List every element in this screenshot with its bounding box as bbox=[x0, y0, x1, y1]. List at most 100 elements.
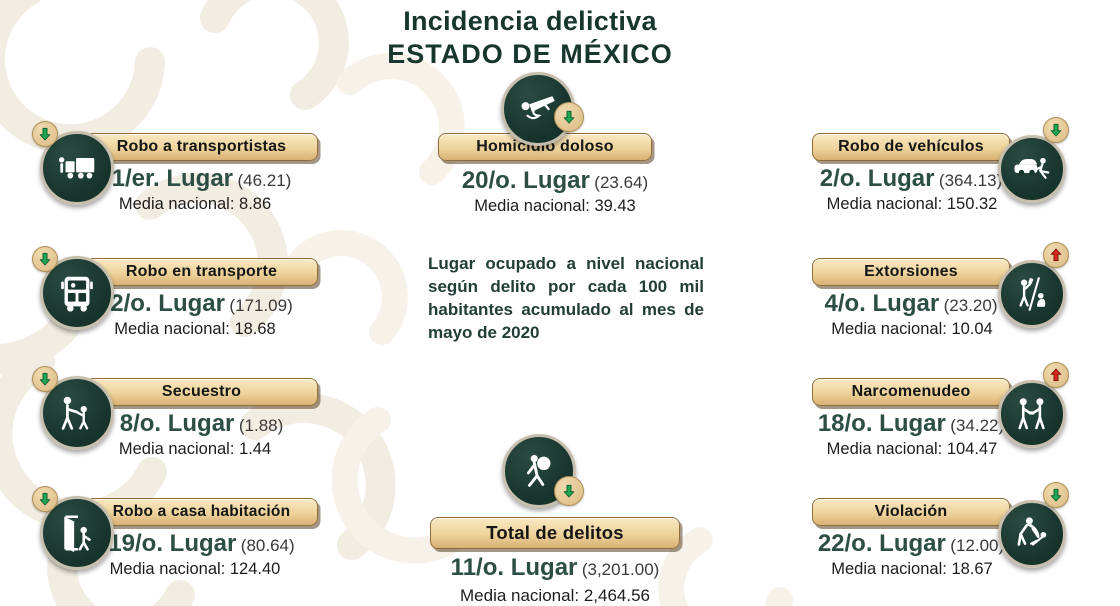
rank-line: 22/o. Lugar (12.00) bbox=[810, 530, 1012, 558]
media-value: 2,464.56 bbox=[583, 586, 650, 605]
crime-title: Narcomenudeo bbox=[851, 383, 971, 400]
media-label: Media nacional: bbox=[118, 195, 235, 213]
card-homicidio-doloso: Homicidio doloso 20/o. Lugar (23.64) Med… bbox=[415, 70, 695, 220]
trend-down-arrow-icon bbox=[1043, 482, 1069, 508]
extortion-icon bbox=[998, 260, 1066, 328]
rank-value: (23.20) bbox=[943, 296, 998, 315]
drug-dealing-icon bbox=[998, 380, 1066, 448]
rank-line: 2/o. Lugar (364.13) bbox=[810, 165, 1012, 193]
crime-banner: Extorsiones bbox=[812, 258, 1010, 286]
rank-value: (1.88) bbox=[238, 416, 284, 435]
trend-down-arrow-icon bbox=[554, 476, 584, 506]
card-violacion: Violación 22/o. Lugar (12.00) Media naci… bbox=[810, 482, 1100, 590]
card-robo-a-casa-habitacion: Robo a casa habitación 19/o. Lugar (80.6… bbox=[30, 486, 320, 590]
note-text: Lugar ocupado a nivel nacional según del… bbox=[428, 254, 704, 342]
rank-text: 2/o. Lugar bbox=[110, 290, 225, 317]
media-line: Media nacional: 150.32 bbox=[806, 195, 1018, 214]
crime-title: Robo a casa habitación bbox=[112, 503, 291, 520]
rank-text: 20/o. Lugar bbox=[461, 167, 590, 194]
media-label: Media nacional: bbox=[474, 197, 590, 215]
media-line: Media nacional: 8.86 bbox=[70, 195, 320, 214]
media-label: Media nacional: bbox=[826, 440, 943, 458]
trend-down-arrow-icon bbox=[32, 121, 58, 147]
media-label: Media nacional: bbox=[114, 320, 230, 338]
card-robo-a-transportistas: Robo a transportistas 1/er. Lugar (46.21… bbox=[30, 121, 320, 225]
rank-line: 19/o. Lugar (80.64) bbox=[85, 530, 318, 558]
card-total-de-delitos: Total de delitos 11/o. Lugar (3,201.00) … bbox=[415, 434, 695, 606]
rank-line: 20/o. Lugar (23.64) bbox=[415, 167, 695, 195]
rank-value: (364.13) bbox=[938, 171, 1003, 190]
rank-line: 2/o. Lugar (171.09) bbox=[85, 290, 318, 318]
card-narcomenudeo: Narcomenudeo 18/o. Lugar (34.22) Media n… bbox=[810, 362, 1100, 470]
crime-banner: Total de delitos bbox=[430, 517, 680, 549]
rank-line: 11/o. Lugar (3,201.00) bbox=[415, 554, 695, 582]
trend-down-arrow-icon bbox=[32, 246, 58, 272]
trend-down-arrow-icon bbox=[1043, 117, 1069, 143]
media-label: Media nacional: bbox=[831, 560, 947, 578]
crime-banner: Secuestro bbox=[85, 378, 318, 406]
crime-banner: Robo a transportistas bbox=[85, 133, 318, 161]
media-value: 18.67 bbox=[951, 560, 993, 578]
media-value: 150.32 bbox=[946, 195, 998, 213]
media-line: Media nacional: 18.67 bbox=[806, 560, 1018, 579]
page-title: Incidencia delictiva ESTADO DE MÉXICO bbox=[300, 6, 760, 70]
rank-line: 4/o. Lugar (23.20) bbox=[810, 290, 1012, 318]
media-line: Media nacional: 2,464.56 bbox=[415, 586, 695, 606]
rank-text: 8/o. Lugar bbox=[119, 410, 235, 437]
rank-line: 18/o. Lugar (34.22) bbox=[810, 410, 1012, 438]
card-extorsiones: Extorsiones 4/o. Lugar (23.20) Media nac… bbox=[810, 242, 1100, 350]
rank-value: (34.22) bbox=[950, 416, 1005, 435]
card-secuestro: Secuestro 8/o. Lugar (1.88) Media nacion… bbox=[30, 366, 320, 470]
media-value: 39.43 bbox=[594, 197, 636, 215]
rank-text: 2/o. Lugar bbox=[819, 165, 935, 192]
rank-text: 4/o. Lugar bbox=[824, 290, 940, 317]
title-line-2: ESTADO DE MÉXICO bbox=[387, 39, 673, 69]
crime-title: Robo de vehículos bbox=[838, 138, 984, 155]
rank-text: 1/er. Lugar bbox=[111, 165, 234, 192]
media-line: Media nacional: 10.04 bbox=[806, 320, 1018, 339]
crime-title: Extorsiones bbox=[864, 263, 958, 280]
rank-value: (46.21) bbox=[237, 171, 292, 190]
sexual-assault-icon bbox=[998, 500, 1066, 568]
media-value: 10.04 bbox=[951, 320, 993, 338]
car-theft-icon bbox=[998, 135, 1066, 203]
media-value: 8.86 bbox=[239, 195, 272, 213]
media-line: Media nacional: 18.68 bbox=[70, 320, 320, 339]
media-label: Media nacional: bbox=[118, 440, 235, 458]
crime-title: Homicidio doloso bbox=[476, 138, 614, 155]
media-value: 1.44 bbox=[239, 440, 272, 458]
media-line: Media nacional: 39.43 bbox=[415, 197, 695, 216]
crime-title: Secuestro bbox=[161, 383, 242, 400]
media-label: Media nacional: bbox=[460, 586, 580, 605]
media-label: Media nacional: bbox=[831, 320, 947, 338]
rank-value: (80.64) bbox=[240, 536, 295, 555]
rank-text: 19/o. Lugar bbox=[108, 530, 237, 557]
card-robo-de-vehiculos: Robo de vehículos 2/o. Lugar (364.13) Me… bbox=[810, 117, 1100, 225]
trend-up-arrow-icon bbox=[1043, 242, 1069, 268]
crime-title: Robo en transporte bbox=[125, 263, 278, 280]
crime-title: Robo a transportistas bbox=[116, 138, 287, 155]
media-line: Media nacional: 124.40 bbox=[70, 560, 320, 579]
title-line-1: Incidencia delictiva bbox=[403, 6, 657, 36]
rank-text: 18/o. Lugar bbox=[817, 410, 946, 437]
rank-line: 1/er. Lugar (46.21) bbox=[85, 165, 318, 193]
media-label: Media nacional: bbox=[826, 195, 943, 213]
crime-banner: Narcomenudeo bbox=[812, 378, 1010, 406]
crime-banner: Robo a casa habitación bbox=[85, 498, 318, 526]
trend-down-arrow-icon bbox=[32, 366, 58, 392]
crime-title: Violación bbox=[874, 503, 948, 520]
media-line: Media nacional: 1.44 bbox=[70, 440, 320, 459]
crime-title: Total de delitos bbox=[486, 522, 624, 543]
rank-line: 8/o. Lugar (1.88) bbox=[85, 410, 318, 438]
media-value: 124.40 bbox=[229, 560, 281, 578]
trend-down-arrow-icon bbox=[32, 486, 58, 512]
rank-value: (3,201.00) bbox=[581, 560, 660, 579]
rank-text: 22/o. Lugar bbox=[817, 530, 946, 557]
crime-banner: Robo en transporte bbox=[85, 258, 318, 286]
trend-up-arrow-icon bbox=[1043, 362, 1069, 388]
rank-value: (171.09) bbox=[229, 296, 293, 315]
media-line: Media nacional: 104.47 bbox=[806, 440, 1018, 459]
rank-value: (23.64) bbox=[594, 173, 649, 192]
card-robo-en-transporte: Robo en transporte 2/o. Lugar (171.09) M… bbox=[30, 246, 320, 350]
